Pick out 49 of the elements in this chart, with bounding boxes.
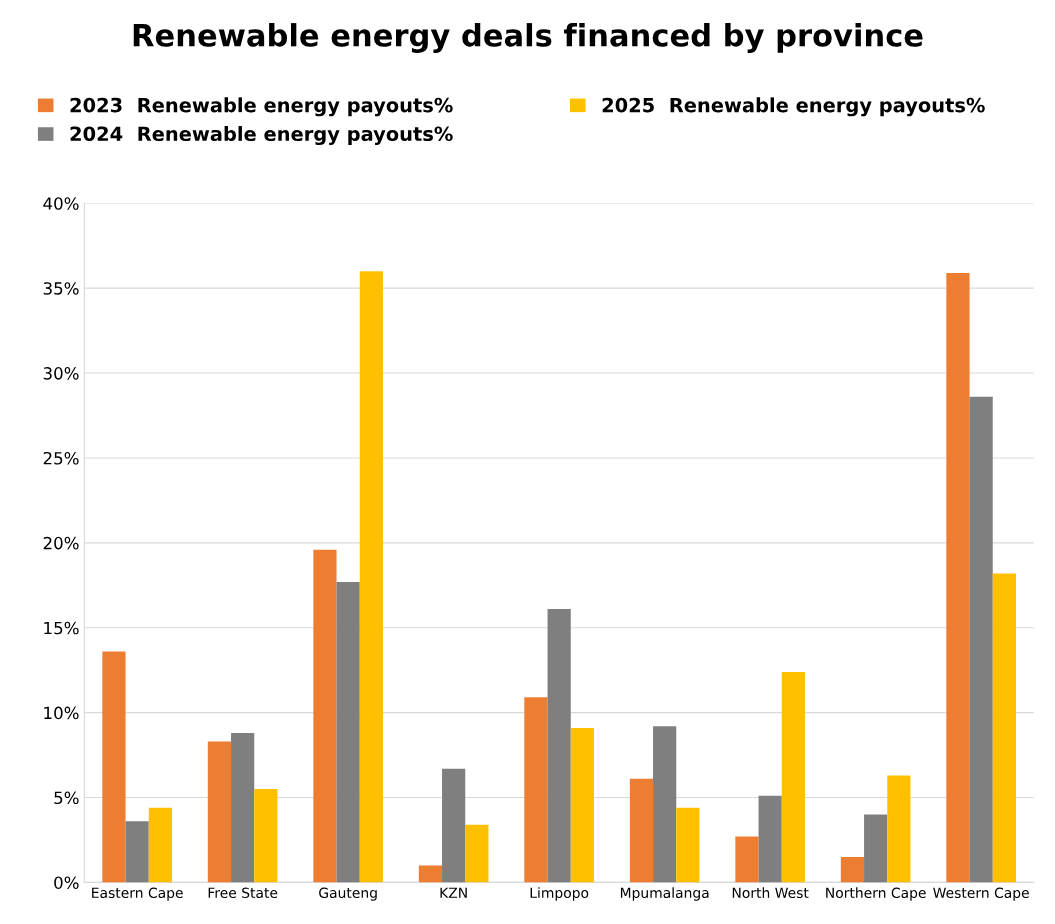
bar xyxy=(840,856,865,883)
bar xyxy=(442,768,466,883)
legend-label: 2024 Renewable energy payouts% xyxy=(70,126,453,146)
bar xyxy=(758,795,782,883)
bar xyxy=(313,549,337,883)
y-tick-label: 5% xyxy=(54,791,79,805)
y-tick-label: 20% xyxy=(43,536,79,550)
bar xyxy=(676,807,700,883)
y-tick-label: 10% xyxy=(44,706,79,720)
y-tick-label: 15% xyxy=(44,621,79,635)
bar xyxy=(969,396,993,883)
bar xyxy=(629,778,654,883)
y-tick-label: 40% xyxy=(43,197,79,210)
bar xyxy=(781,671,805,883)
bar xyxy=(207,741,232,883)
bar xyxy=(102,651,126,883)
y-tick-label: 35% xyxy=(43,282,79,295)
x-tick-label: Eastern Cape xyxy=(92,887,183,901)
bar xyxy=(992,573,1016,883)
bar xyxy=(524,697,548,883)
x-tick-label: Gauteng xyxy=(319,887,377,901)
legend-label: 2023 Renewable energy payouts% xyxy=(70,97,453,117)
x-tick-label: Western Cape xyxy=(933,887,1029,901)
bar xyxy=(887,775,911,883)
y-tick-label: 30% xyxy=(43,367,79,380)
bar xyxy=(125,821,149,883)
bar xyxy=(359,271,383,883)
x-tick-label: Northern Cape xyxy=(826,887,926,901)
x-tick-label: Limpopo xyxy=(530,887,589,901)
x-tick-label: North West xyxy=(732,887,809,899)
bar xyxy=(946,272,970,883)
bar xyxy=(148,807,172,883)
y-tick-label: 25% xyxy=(43,451,79,465)
bar xyxy=(418,865,443,883)
bar xyxy=(336,581,360,883)
bar xyxy=(465,824,489,883)
bar xyxy=(735,836,759,883)
x-tick-label: KZN xyxy=(440,887,467,898)
chart-title: Renewable energy deals financed by province xyxy=(133,23,923,53)
bar xyxy=(231,733,255,883)
bar xyxy=(570,727,594,883)
x-tick-label: Free State xyxy=(208,887,278,899)
bar xyxy=(547,609,571,883)
legend-label: 2025 Renewable energy payouts% xyxy=(602,97,985,117)
bar xyxy=(254,789,278,883)
bar xyxy=(653,726,677,883)
bar xyxy=(864,814,888,883)
x-tick-label: Mpumalanga xyxy=(620,887,709,901)
y-tick-label: 0% xyxy=(54,876,79,889)
